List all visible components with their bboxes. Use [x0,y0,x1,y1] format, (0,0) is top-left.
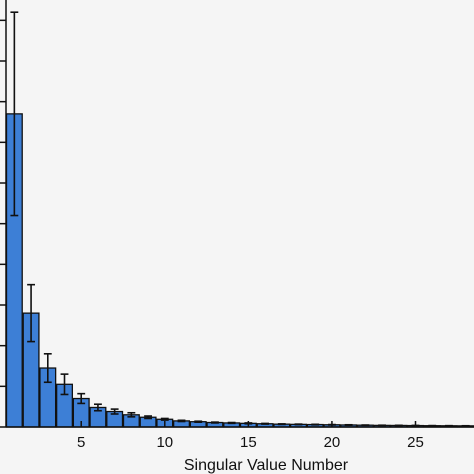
error-bar [277,423,286,426]
error-bar [10,11,19,217]
error-bar [227,421,236,425]
x-tick-label: 15 [240,434,257,451]
error-bar [177,419,186,423]
x-ticks-group: 5 10 15 20 25 [77,421,424,451]
y-ticks-group [0,19,6,428]
x-tick-label: 20 [324,434,341,451]
x-tick-label: 5 [77,434,85,451]
error-bar [160,417,169,421]
error-bar [194,420,203,424]
error-bar [110,408,119,415]
error-bar [94,403,102,412]
error-bar [43,352,52,384]
error-bar [127,411,136,418]
x-tick-label: 10 [156,434,173,451]
error-bar [77,392,86,405]
error-bar [144,415,152,420]
error-bar [27,283,35,343]
error-bar [211,421,219,424]
error-bar [60,373,69,396]
x-tick-label: 25 [407,434,424,451]
error-bar [261,422,269,425]
error-bars-group [10,11,470,427]
x-axis-label: Singular Value Number [184,457,349,474]
